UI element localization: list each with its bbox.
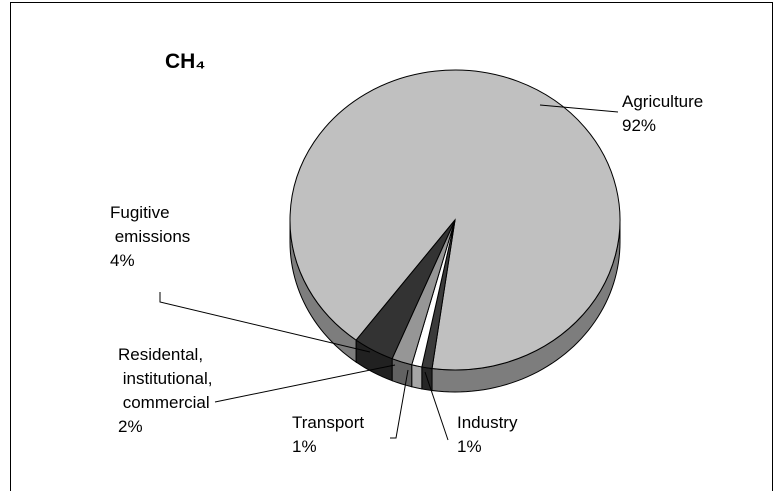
category-label: Industry: [457, 413, 518, 432]
chart-title: CH₄: [165, 50, 205, 73]
value-label: 1%: [457, 437, 482, 456]
leader-line: [159, 292, 371, 353]
slice: [355, 219, 456, 360]
category-label: Agriculture: [622, 92, 703, 111]
value-label: 1%: [292, 437, 317, 456]
leader-line: [214, 364, 396, 403]
category-label: Transport: [292, 413, 364, 432]
category-label: Fugitive emissions: [110, 203, 190, 246]
leader-line: [539, 104, 619, 113]
category-label: Residental, institutional, commercial: [118, 345, 213, 412]
leader-line: [390, 369, 409, 439]
slice-side: [411, 364, 423, 390]
chart-frame: [10, 2, 773, 491]
value-label: 2%: [118, 417, 143, 436]
value-label: 92%: [622, 116, 656, 135]
leader-line: [424, 371, 449, 441]
value-label: 4%: [110, 251, 135, 270]
